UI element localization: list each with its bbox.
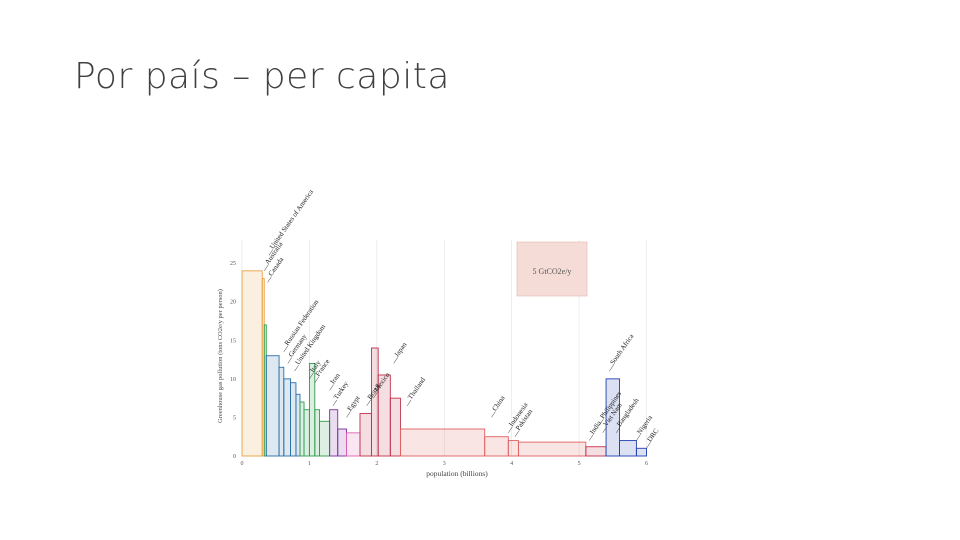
annotation-leader <box>514 430 520 437</box>
annotation-leader <box>329 384 334 391</box>
country-bar <box>295 393 301 457</box>
country-bar <box>359 413 372 457</box>
y-tick-label: 20 <box>230 300 236 306</box>
country-bar <box>484 436 509 457</box>
y-tick-label: 15 <box>230 338 236 344</box>
country-bar <box>370 347 379 457</box>
chart-container: 0 1 2 3 4 5 6 0 5 10 15 20 25 Australia United States… <box>214 136 684 484</box>
x-tick-label: 2 <box>375 461 378 467</box>
y-tick-label: 10 <box>230 377 236 383</box>
annotation-leader <box>602 426 607 433</box>
country-bar <box>283 378 291 457</box>
annotation-leader <box>373 392 378 399</box>
x-tick-label: 3 <box>443 461 446 467</box>
annotation-leader <box>332 399 338 406</box>
x-tick-label: 5 <box>578 461 581 467</box>
country-bar <box>585 446 607 457</box>
x-tick-label: 0 <box>241 461 244 467</box>
x-tick-label: 1 <box>308 461 311 467</box>
annotation-leader <box>615 426 621 433</box>
y-tick-label: 25 <box>230 261 236 267</box>
country-bar <box>278 366 285 457</box>
country-bar <box>337 428 347 457</box>
y-tick-label: 0 <box>233 454 236 460</box>
annotation-leader <box>508 426 513 433</box>
annotation-leader <box>309 372 314 379</box>
country-bar <box>399 428 486 457</box>
x-axis-label: population (billions) <box>426 469 488 478</box>
country-bar <box>303 409 310 457</box>
bars <box>241 270 647 457</box>
slide-title: Por país – per capita <box>74 56 450 97</box>
annotation-leader <box>268 249 274 256</box>
annotation-leader <box>599 419 604 426</box>
annotation-leader <box>346 411 351 418</box>
annotation-leader <box>589 434 594 441</box>
axes: 0 1 2 3 4 5 6 0 5 10 15 20 25 <box>230 261 648 467</box>
annotation-leader <box>393 357 398 364</box>
country-bar <box>346 432 361 457</box>
annotation-leader <box>491 411 496 418</box>
country-annotation: Egypt <box>346 394 362 412</box>
country-bar <box>329 409 339 457</box>
country-bar <box>290 382 297 457</box>
country-bar <box>605 378 620 457</box>
country-annotation: Thailand <box>406 376 427 401</box>
country-bar <box>517 441 587 457</box>
annotation-leader <box>267 276 272 283</box>
legend-box: 5 GtCO2e/y <box>516 241 588 297</box>
country-bar <box>507 440 519 457</box>
country-bar <box>299 401 305 457</box>
x-tick-label: 4 <box>510 461 513 467</box>
annotation-leader <box>406 399 412 406</box>
legend-box-label: 5 GtCO2e/y <box>533 267 572 276</box>
country-bar <box>319 420 331 457</box>
country-bar <box>619 440 637 457</box>
country-annotation: Japan <box>393 341 409 359</box>
annotation-leader <box>314 376 320 383</box>
country-bar <box>241 270 263 457</box>
country-annotation: China <box>491 394 508 413</box>
country-annotation: United States of America <box>268 187 316 250</box>
country-bar <box>314 409 320 457</box>
x-tick-label: 6 <box>645 461 648 467</box>
annotation-leader <box>283 345 289 352</box>
country-bar <box>389 397 401 457</box>
country-annotation: India <box>588 419 603 436</box>
y-tick-label: 5 <box>233 415 236 421</box>
annotation-leader <box>636 434 641 441</box>
annotation-leader <box>609 365 614 372</box>
annotation-leader <box>294 365 299 372</box>
country-annotation: South Africa <box>609 332 636 366</box>
annotation-leader <box>287 357 293 364</box>
annotation-leader <box>366 399 371 406</box>
y-axis-label: Greenhouse gas pollution (tons CO2e/y pe… <box>217 289 224 423</box>
country-annotation: DRC <box>646 427 661 444</box>
country-bar <box>265 355 280 457</box>
country-bar <box>635 447 647 457</box>
annotation-leader <box>646 442 651 449</box>
annotation-leader <box>264 264 269 271</box>
